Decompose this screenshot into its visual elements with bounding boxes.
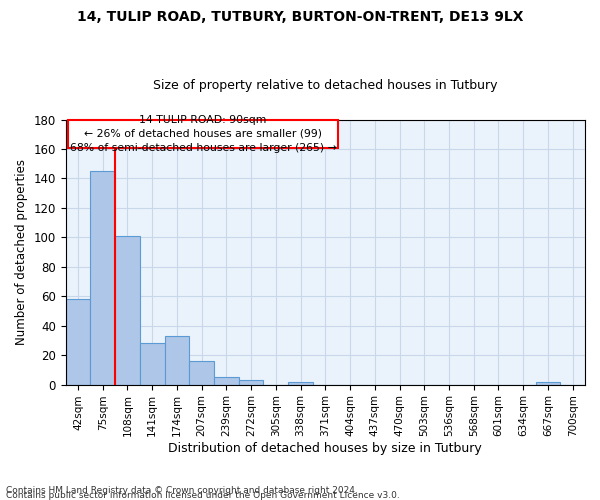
Bar bbox=[65, 299, 91, 384]
X-axis label: Distribution of detached houses by size in Tutbury: Distribution of detached houses by size … bbox=[169, 442, 482, 455]
Bar bbox=[190, 361, 214, 384]
Text: 14, TULIP ROAD, TUTBURY, BURTON-ON-TRENT, DE13 9LX: 14, TULIP ROAD, TUTBURY, BURTON-ON-TRENT… bbox=[77, 10, 523, 24]
Title: Size of property relative to detached houses in Tutbury: Size of property relative to detached ho… bbox=[153, 79, 497, 92]
Text: 14 TULIP ROAD: 90sqm
← 26% of detached houses are smaller (99)
68% of semi-detac: 14 TULIP ROAD: 90sqm ← 26% of detached h… bbox=[70, 115, 336, 153]
Text: Contains HM Land Registry data © Crown copyright and database right 2024.: Contains HM Land Registry data © Crown c… bbox=[6, 486, 358, 495]
Bar bbox=[288, 382, 313, 384]
Bar bbox=[91, 171, 115, 384]
Bar bbox=[115, 236, 140, 384]
Bar bbox=[140, 344, 164, 384]
Bar bbox=[239, 380, 263, 384]
Bar bbox=[536, 382, 560, 384]
Bar bbox=[214, 377, 239, 384]
Text: Contains public sector information licensed under the Open Government Licence v3: Contains public sector information licen… bbox=[6, 491, 400, 500]
FancyBboxPatch shape bbox=[68, 120, 338, 148]
Bar bbox=[164, 336, 190, 384]
Y-axis label: Number of detached properties: Number of detached properties bbox=[15, 159, 28, 345]
